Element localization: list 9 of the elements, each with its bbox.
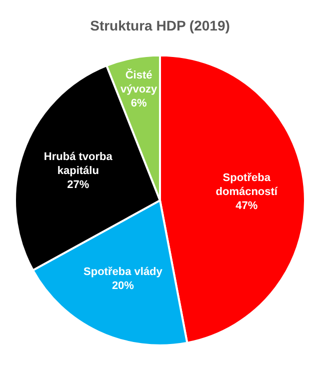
- slice-label: Hrubá tvorba kapitálu: [44, 150, 114, 177]
- slice-label: Spotřeba domácností: [216, 172, 278, 198]
- data-label: 27%: [67, 178, 90, 191]
- data-label: 6%: [130, 97, 147, 110]
- data-label: 47%: [236, 200, 258, 212]
- data-label: 20%: [112, 280, 134, 292]
- chart-title: Struktura HDP (2019): [90, 17, 230, 34]
- slice-label: Spotřeba vlády: [84, 266, 164, 278]
- slice-label: Čisté vývozy: [120, 68, 158, 96]
